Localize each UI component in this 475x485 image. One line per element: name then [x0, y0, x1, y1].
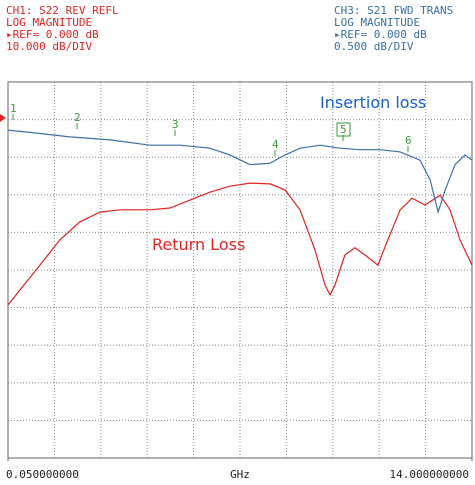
header-right: CH3: S21 FWD TRANS [334, 4, 453, 17]
marker-label: 3 [172, 118, 179, 131]
active-marker-box [336, 122, 351, 137]
header-left: LOG MAGNITUDE [6, 16, 92, 29]
x-tick-label: 14.000000000 [390, 468, 469, 481]
trace [7, 129, 473, 215]
header-left: ▸REF= 0.000 dB [6, 28, 99, 41]
header-right: 0.500 dB/DIV [334, 40, 414, 53]
annotation: Return Loss [152, 235, 245, 254]
graticule-border [7, 81, 473, 459]
marker-label: 5 [340, 123, 347, 136]
x-axis-label: GHz [230, 468, 250, 481]
annotation: Insertion loss [320, 93, 426, 112]
graticule [7, 81, 473, 459]
x-tick-label: 0.050000000 [6, 468, 79, 481]
trace [7, 182, 473, 306]
marker-label: 2 [74, 111, 81, 124]
header-right: LOG MAGNITUDE [334, 16, 420, 29]
ref-marker [0, 114, 6, 122]
marker-label: 6 [405, 134, 412, 147]
header-left: CH1: S22 REV REFL [6, 4, 119, 17]
marker-label: 1 [10, 102, 17, 115]
marker-label: 4 [272, 138, 279, 151]
header-left: 10.000 dB/DIV [6, 40, 92, 53]
header-right: ▸REF= 0.000 dB [334, 28, 427, 41]
